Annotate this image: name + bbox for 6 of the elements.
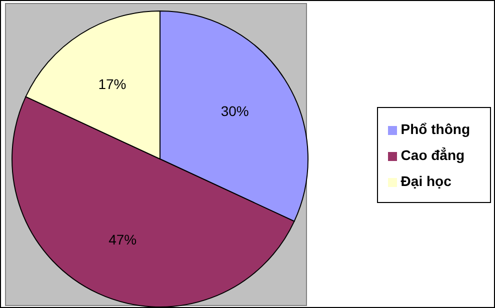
data-label: 47%	[108, 232, 137, 248]
data-label: 17%	[98, 76, 126, 92]
legend-label: Đại học	[400, 173, 452, 189]
legend-label: Phổ thông	[400, 121, 470, 137]
legend-label: Cao đẳng	[400, 147, 465, 163]
data-label: 30%	[220, 103, 249, 120]
